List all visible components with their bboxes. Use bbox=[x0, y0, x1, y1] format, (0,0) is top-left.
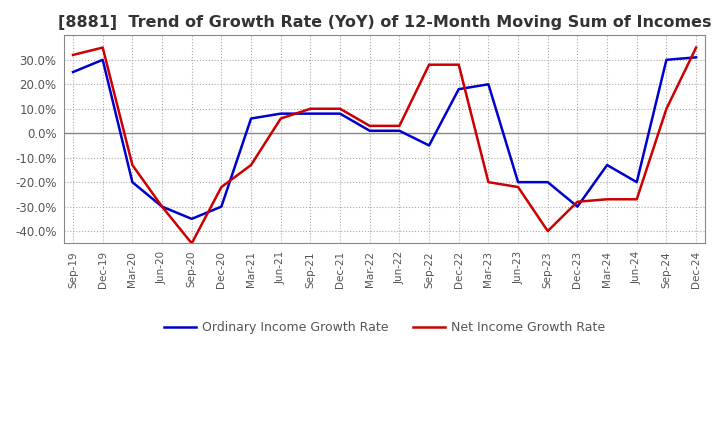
Net Income Growth Rate bbox=[425, 62, 433, 67]
Ordinary Income Growth Rate bbox=[306, 111, 315, 116]
Net Income Growth Rate bbox=[544, 228, 552, 234]
Net Income Growth Rate bbox=[128, 162, 137, 168]
Ordinary Income Growth Rate bbox=[187, 216, 196, 221]
Ordinary Income Growth Rate bbox=[395, 128, 404, 133]
Net Income Growth Rate bbox=[276, 116, 285, 121]
Net Income Growth Rate bbox=[306, 106, 315, 111]
Net Income Growth Rate bbox=[366, 123, 374, 128]
Ordinary Income Growth Rate bbox=[662, 57, 671, 62]
Ordinary Income Growth Rate bbox=[336, 111, 344, 116]
Ordinary Income Growth Rate bbox=[158, 204, 166, 209]
Ordinary Income Growth Rate bbox=[514, 180, 523, 185]
Net Income Growth Rate bbox=[484, 180, 492, 185]
Title: [8881]  Trend of Growth Rate (YoY) of 12-Month Moving Sum of Incomes: [8881] Trend of Growth Rate (YoY) of 12-… bbox=[58, 15, 711, 30]
Net Income Growth Rate bbox=[632, 197, 641, 202]
Ordinary Income Growth Rate bbox=[573, 204, 582, 209]
Ordinary Income Growth Rate bbox=[366, 128, 374, 133]
Net Income Growth Rate bbox=[662, 106, 671, 111]
Ordinary Income Growth Rate bbox=[128, 180, 137, 185]
Net Income Growth Rate bbox=[158, 204, 166, 209]
Net Income Growth Rate bbox=[692, 45, 701, 50]
Net Income Growth Rate bbox=[336, 106, 344, 111]
Line: Ordinary Income Growth Rate: Ordinary Income Growth Rate bbox=[73, 57, 696, 219]
Ordinary Income Growth Rate bbox=[276, 111, 285, 116]
Ordinary Income Growth Rate bbox=[247, 116, 256, 121]
Ordinary Income Growth Rate bbox=[603, 162, 611, 168]
Net Income Growth Rate bbox=[68, 52, 77, 58]
Net Income Growth Rate bbox=[603, 197, 611, 202]
Net Income Growth Rate bbox=[395, 123, 404, 128]
Line: Net Income Growth Rate: Net Income Growth Rate bbox=[73, 48, 696, 243]
Net Income Growth Rate bbox=[454, 62, 463, 67]
Net Income Growth Rate bbox=[187, 241, 196, 246]
Ordinary Income Growth Rate bbox=[454, 87, 463, 92]
Net Income Growth Rate bbox=[99, 45, 107, 50]
Ordinary Income Growth Rate bbox=[692, 55, 701, 60]
Net Income Growth Rate bbox=[573, 199, 582, 204]
Ordinary Income Growth Rate bbox=[632, 180, 641, 185]
Net Income Growth Rate bbox=[514, 184, 523, 190]
Net Income Growth Rate bbox=[217, 184, 225, 190]
Ordinary Income Growth Rate bbox=[217, 204, 225, 209]
Ordinary Income Growth Rate bbox=[484, 82, 492, 87]
Legend: Ordinary Income Growth Rate, Net Income Growth Rate: Ordinary Income Growth Rate, Net Income … bbox=[159, 316, 610, 339]
Ordinary Income Growth Rate bbox=[68, 70, 77, 75]
Ordinary Income Growth Rate bbox=[544, 180, 552, 185]
Ordinary Income Growth Rate bbox=[99, 57, 107, 62]
Ordinary Income Growth Rate bbox=[425, 143, 433, 148]
Net Income Growth Rate bbox=[247, 162, 256, 168]
